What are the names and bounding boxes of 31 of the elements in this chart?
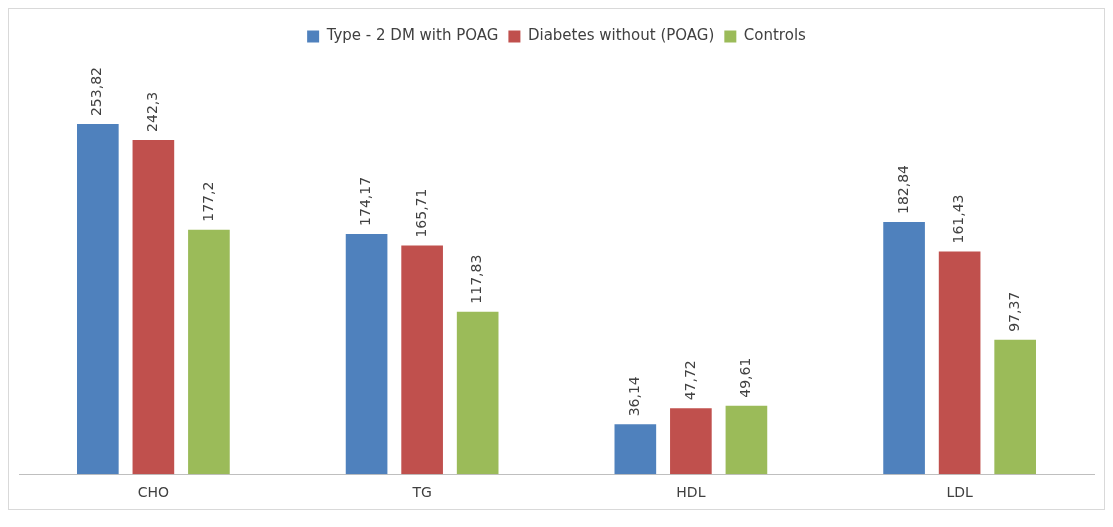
bar	[725, 405, 768, 475]
bar	[77, 124, 119, 475]
data-label: 117,83	[468, 254, 485, 304]
data-label: 242,3	[144, 91, 161, 132]
bar	[456, 311, 499, 475]
x-tick-label: LDL	[946, 484, 974, 501]
bar	[883, 221, 925, 475]
bar	[614, 424, 657, 475]
legend-label: Diabetes without (POAG)	[527, 26, 715, 45]
x-tick-label: TG	[411, 484, 432, 501]
legend-label: Controls	[743, 26, 807, 45]
data-label: 49,61	[737, 357, 754, 398]
data-label: 174,17	[357, 176, 374, 226]
data-label: 161,43	[950, 194, 967, 244]
data-label: 97,37	[1005, 291, 1022, 332]
bar	[188, 229, 230, 475]
data-label: 165,71	[412, 188, 429, 238]
bar	[994, 339, 1036, 475]
data-label: 177,2	[199, 181, 216, 222]
data-label: 36,14	[625, 376, 642, 417]
bar	[670, 408, 712, 475]
x-tick-label: CHO	[137, 484, 170, 501]
legend-label: Type - 2 DM with POAG	[325, 26, 499, 45]
data-label: 253,82	[88, 67, 105, 117]
bar	[938, 251, 981, 475]
data-label: 182,84	[894, 164, 911, 214]
x-tick-label: HDL	[676, 484, 706, 501]
bar	[132, 139, 175, 475]
bar	[345, 233, 388, 475]
data-label: 47,72	[681, 360, 698, 401]
bar	[401, 245, 443, 475]
